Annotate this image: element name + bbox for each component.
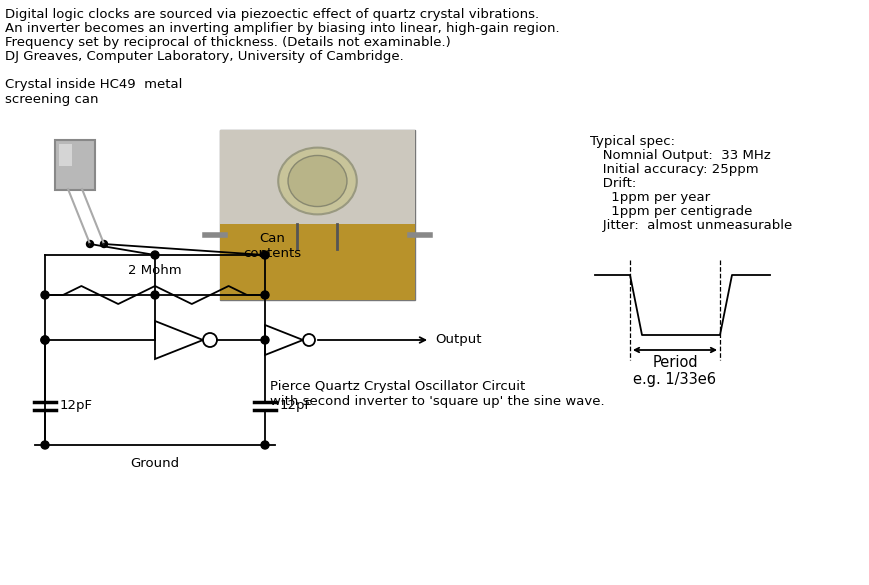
Text: Ground: Ground [130, 457, 179, 470]
Text: Crystal inside HC49  metal
screening can: Crystal inside HC49 metal screening can [5, 78, 182, 106]
Text: Nomnial Output:  33 MHz: Nomnial Output: 33 MHz [589, 149, 770, 162]
Text: An inverter becomes an inverting amplifier by biasing into linear, high-gain reg: An inverter becomes an inverting amplifi… [5, 22, 559, 35]
Bar [59, 144, 71, 166]
Text: Jitter:  almost unmeasurable: Jitter: almost unmeasurable [589, 219, 792, 232]
Text: Initial accuracy: 25ppm: Initial accuracy: 25ppm [589, 163, 758, 176]
Text: 1ppm per centigrade: 1ppm per centigrade [589, 205, 752, 218]
Circle shape [261, 291, 269, 299]
Circle shape [151, 251, 159, 259]
Text: Period
e.g. 1/33e6: Period e.g. 1/33e6 [633, 355, 716, 387]
Circle shape [151, 291, 159, 299]
Circle shape [261, 336, 269, 344]
Text: 12pF: 12pF [280, 400, 313, 412]
Circle shape [101, 240, 108, 247]
Circle shape [41, 336, 49, 344]
Text: 12pF: 12pF [60, 400, 93, 412]
Text: Frequency set by reciprocal of thickness. (Details not examinable.): Frequency set by reciprocal of thickness… [5, 36, 450, 49]
Circle shape [86, 240, 93, 247]
Bar [220, 223, 415, 300]
Ellipse shape [278, 147, 356, 214]
Text: Can
contents: Can contents [243, 232, 302, 260]
Circle shape [41, 441, 49, 449]
FancyBboxPatch shape [55, 140, 95, 190]
Text: with second inverter to 'square up' the sine wave.: with second inverter to 'square up' the … [269, 395, 604, 408]
Text: 1ppm per year: 1ppm per year [589, 191, 709, 204]
Text: Drift:: Drift: [589, 177, 635, 190]
Text: Digital logic clocks are sourced via piezoectic effect of quartz crystal vibrati: Digital logic clocks are sourced via pie… [5, 8, 539, 21]
Circle shape [261, 441, 269, 449]
Bar [220, 130, 415, 223]
Text: 2 Mohm: 2 Mohm [128, 264, 182, 277]
Ellipse shape [288, 156, 347, 207]
Circle shape [41, 336, 49, 344]
Circle shape [261, 251, 269, 259]
Text: Pierce Quartz Crystal Oscillator Circuit: Pierce Quartz Crystal Oscillator Circuit [269, 380, 525, 393]
Bar [220, 130, 415, 300]
Text: Output: Output [434, 333, 481, 346]
Text: DJ Greaves, Computer Laboratory, University of Cambridge.: DJ Greaves, Computer Laboratory, Univers… [5, 50, 403, 63]
Circle shape [41, 291, 49, 299]
Text: Typical spec:: Typical spec: [589, 135, 674, 148]
